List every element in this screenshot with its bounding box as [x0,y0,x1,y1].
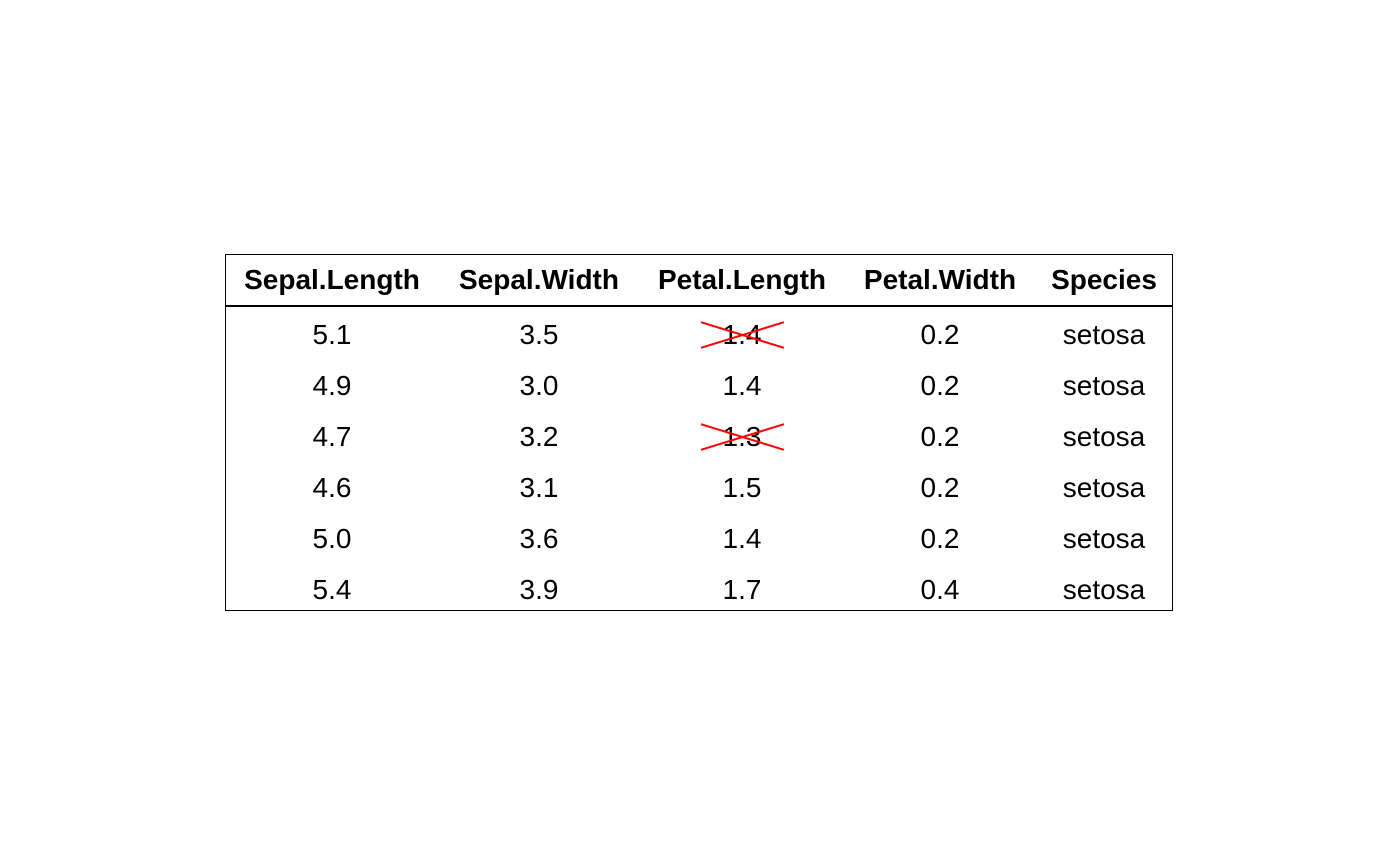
cell-value: 3.2 [519,420,559,452]
cell-value: 0.2 [920,522,960,554]
table-row: 5.1 3.5 1.4 0.2 setosa [226,306,1172,360]
cell-value: 0.2 [920,369,960,401]
table-cell-sepal-length: 5.4 [226,564,438,615]
cell-value: 0.2 [920,471,960,503]
table-cell-petal-width: 0.2 [844,513,1036,564]
cell-value: setosa [1062,420,1146,452]
table-cell-sepal-width: 3.0 [438,360,640,411]
column-header-sepal-length: Sepal.Length [226,255,438,307]
table-cell-sepal-length: 5.0 [226,513,438,564]
cell-value: 1.3 [723,421,762,453]
table-cell-species: setosa [1036,411,1172,462]
table-cell-petal-length: 1.4 [640,360,844,411]
table-row: 5.0 3.6 1.4 0.2 setosa [226,513,1172,564]
table-cell-sepal-width: 3.9 [438,564,640,615]
strikethrough-cross-icon [701,319,784,351]
table-cell-species: setosa [1036,564,1172,615]
cell-value: 4.7 [312,420,352,452]
table-cell-petal-width: 0.2 [844,360,1036,411]
cell-value: 1.4 [722,369,762,401]
table-cell-species: setosa [1036,462,1172,513]
table-cell-petal-width: 0.2 [844,411,1036,462]
table-cell-petal-length: 1.5 [640,462,844,513]
table-cell-species: setosa [1036,513,1172,564]
cell-value: 5.0 [312,522,352,554]
table-cell-sepal-length: 5.1 [226,306,438,360]
table-cell-petal-length: 1.4 [640,306,844,360]
table-row: 4.7 3.2 1.3 0.2 setosa [226,411,1172,462]
table-cell-sepal-length: 4.7 [226,411,438,462]
cell-value: 4.9 [312,369,352,401]
column-header-petal-width: Petal.Width [844,255,1036,307]
strikethrough-cross-icon [701,421,784,453]
table-cell-sepal-width: 3.6 [438,513,640,564]
data-table-frame: Sepal.Length Sepal.Width Petal.Length Pe… [225,254,1173,611]
table-cell-petal-length: 1.7 [640,564,844,615]
cell-value: 0.2 [920,318,960,350]
table-cell-sepal-length: 4.9 [226,360,438,411]
column-header-petal-length: Petal.Length [640,255,844,307]
header-row: Sepal.Length Sepal.Width Petal.Length Pe… [226,255,1172,307]
table-cell-petal-width: 0.4 [844,564,1036,615]
cell-value: 3.5 [519,318,559,350]
cell-value: setosa [1062,369,1146,401]
cell-value: 1.7 [722,573,762,605]
table-row: 5.4 3.9 1.7 0.4 setosa [226,564,1172,615]
iris-table: Sepal.Length Sepal.Width Petal.Length Pe… [226,255,1172,615]
cell-value: 0.4 [920,573,960,605]
cell-value: 3.1 [519,471,559,503]
cell-value: setosa [1062,471,1146,503]
table-row: 4.9 3.0 1.4 0.2 setosa [226,360,1172,411]
cell-value: setosa [1062,318,1146,350]
cell-value: 5.4 [312,573,352,605]
table-cell-species: setosa [1036,360,1172,411]
table-cell-sepal-width: 3.1 [438,462,640,513]
table-cell-petal-length: 1.3 [640,411,844,462]
table-cell-petal-length: 1.4 [640,513,844,564]
column-header-sepal-width: Sepal.Width [438,255,640,307]
table-cell-species: setosa [1036,306,1172,360]
cell-value: setosa [1062,522,1146,554]
table-cell-sepal-length: 4.6 [226,462,438,513]
cell-value: 3.9 [519,573,559,605]
table-cell-sepal-width: 3.5 [438,306,640,360]
cell-value: 0.2 [920,420,960,452]
table-cell-sepal-width: 3.2 [438,411,640,462]
table-cell-petal-width: 0.2 [844,462,1036,513]
table-cell-petal-width: 0.2 [844,306,1036,360]
cell-value: 1.4 [722,522,762,554]
cell-value: 1.5 [722,471,762,503]
table-row: 4.6 3.1 1.5 0.2 setosa [226,462,1172,513]
cell-value: 4.6 [312,471,352,503]
cell-value: 1.4 [723,319,762,351]
cell-value: 3.6 [519,522,559,554]
cell-value: 3.0 [519,369,559,401]
cell-value: 5.1 [312,318,352,350]
table-body: 5.1 3.5 1.4 0.2 setosa 4.9 3.0 1.4 0.2 setosa 4.7 3… [226,306,1172,615]
cell-value: setosa [1062,573,1146,605]
column-header-species: Species [1036,255,1172,307]
